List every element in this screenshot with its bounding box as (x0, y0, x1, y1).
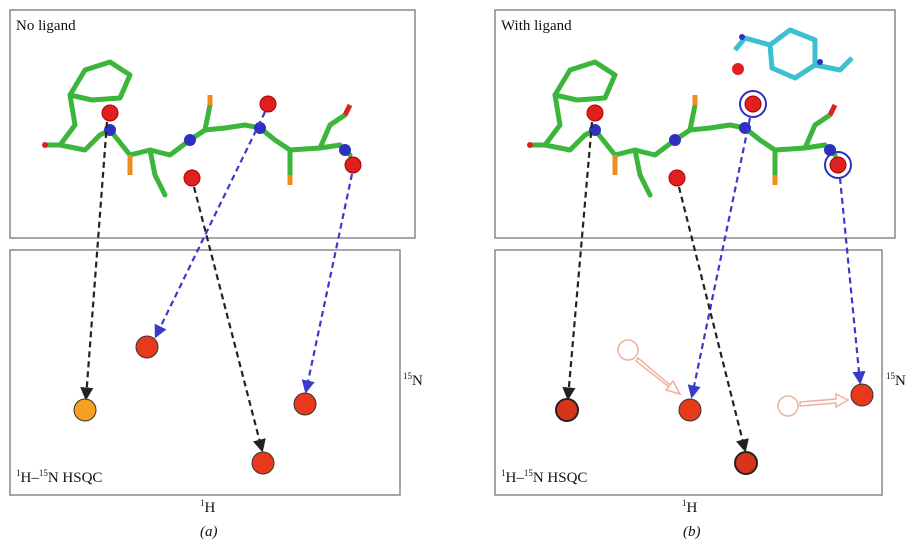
structure-title: No ligand (16, 18, 76, 34)
spectrum-title: 1H–15N HSQC (16, 468, 102, 486)
peak (74, 399, 96, 421)
spectrum-box (10, 250, 400, 495)
peak (735, 452, 757, 474)
peak (252, 452, 274, 474)
y-axis-label: 15N (886, 371, 906, 389)
structure-title: With ligand (501, 18, 572, 34)
panel-label: (b) (683, 524, 701, 540)
structure-box (10, 10, 415, 238)
panel-label: (a) (200, 524, 218, 540)
x-axis-label: 1H (682, 498, 698, 516)
spectrum-title: 1H–15N HSQC (501, 468, 587, 486)
peak (556, 399, 578, 421)
peak (679, 399, 701, 421)
spectrum-box (495, 250, 882, 495)
structure-box (495, 10, 895, 238)
peak (851, 384, 873, 406)
x-axis-label: 1H (200, 498, 216, 516)
figure: No ligand 1H–15N HSQC 1H 15N (a) With li… (0, 0, 915, 544)
peak (136, 336, 158, 358)
peak (294, 393, 316, 415)
y-axis-label: 15N (403, 371, 423, 389)
